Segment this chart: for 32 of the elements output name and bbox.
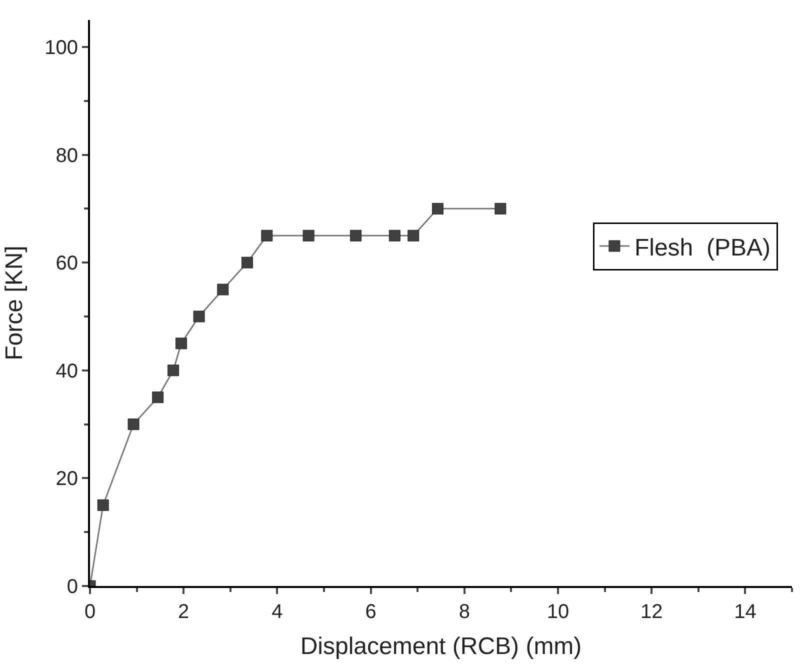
y-tick-label: 0 [66,576,78,598]
x-tick-label: 8 [458,601,470,623]
point [217,284,229,296]
point [302,230,314,242]
y-tick-label: 100 [44,36,78,59]
point [242,256,253,268]
x-tick-label: 6 [365,601,376,623]
point [168,364,180,376]
point [97,499,109,511]
point [388,230,400,242]
y-tick-label: 80 [56,144,78,167]
legend-label: Flesh (PBA) [634,234,770,262]
x-axis-title: Displacement (RCB) (mm) [300,632,582,660]
point [432,202,444,214]
point [494,202,506,214]
point [152,392,164,404]
x-tick-label: 10 [546,601,570,623]
point [193,310,205,322]
point [176,338,188,350]
point [128,418,140,430]
x-tick-label: 0 [84,601,96,623]
point [408,230,420,242]
x-tick-label: 4 [272,601,283,623]
x-tick-label: 14 [734,601,756,623]
y-axis-title: Force [KN] [1,246,28,360]
point [261,230,273,242]
y-tick-label: 20 [56,468,78,490]
y-tick-label: 40 [56,360,78,382]
y-tick-label: 60 [56,252,78,275]
x-tick-label: 2 [178,601,190,623]
point [350,230,362,242]
x-tick-label: 12 [640,601,663,623]
